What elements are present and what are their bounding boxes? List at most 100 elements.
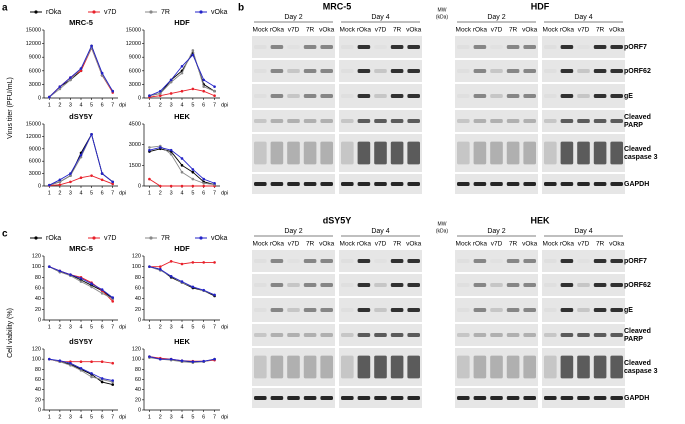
legend-marker [34, 10, 38, 14]
lane-label: 7R [306, 241, 315, 248]
blot-band [506, 141, 520, 165]
blot-band [407, 141, 420, 165]
x-axis-label: dpi [221, 414, 228, 420]
blot-band [303, 333, 317, 337]
y-axis-label: Cell viability (%) [7, 308, 14, 358]
y-tick-label: 100 [132, 264, 141, 270]
marker [191, 49, 195, 52]
y-tick-label: 0 [38, 407, 41, 413]
blot-band [270, 396, 284, 400]
blot-background [455, 298, 538, 322]
row-label: PARP [624, 336, 643, 343]
y-tick-label: 60 [35, 285, 41, 291]
marker [90, 282, 93, 286]
panel-label: b [238, 3, 244, 14]
y-tick-label: 0 [38, 183, 41, 189]
marker [111, 180, 115, 184]
blot-band [610, 182, 623, 186]
marker [169, 148, 173, 152]
blot-band [287, 333, 300, 337]
marker [79, 280, 83, 283]
marker [69, 172, 72, 175]
marker [213, 261, 216, 264]
legend-label: v7D [104, 9, 116, 16]
marker [169, 80, 173, 84]
blot-band [506, 283, 520, 287]
marker [111, 296, 115, 299]
y-tick-label: 40 [135, 296, 141, 302]
blot-band [610, 333, 623, 337]
blot-band [523, 308, 536, 312]
y-tick-label: 6000 [129, 68, 141, 74]
blot-band [303, 259, 317, 263]
blot-band [593, 69, 607, 73]
blot-band [544, 182, 557, 186]
blot-band [506, 355, 520, 379]
marker [90, 285, 93, 289]
blot-band [270, 94, 284, 98]
mw-label: MW [438, 7, 447, 13]
row-label: Cleaved [624, 114, 651, 121]
marker [148, 265, 151, 268]
marker [90, 375, 93, 379]
blot-band [254, 69, 267, 73]
marker [213, 293, 216, 297]
legend-label: vOka [211, 9, 227, 16]
marker [47, 265, 51, 268]
marker [79, 67, 83, 70]
y-tick-label: 40 [35, 387, 41, 393]
marker [158, 146, 162, 149]
blot-band [560, 308, 574, 312]
marker [148, 177, 151, 181]
marker [202, 89, 206, 93]
legend-marker [92, 236, 96, 240]
blot-band [473, 182, 487, 186]
blot-band [577, 396, 590, 400]
blot-band [610, 69, 623, 73]
x-tick-label: 7 [213, 102, 216, 108]
x-axis-label: dpi [221, 102, 228, 108]
blot-band [357, 69, 371, 73]
row-label: GAPDH [624, 181, 649, 188]
blot-band [473, 355, 487, 379]
x-tick-label: 4 [79, 102, 82, 108]
blot-band [374, 396, 387, 400]
lane-label: rOka [560, 27, 574, 34]
blot-band [544, 259, 557, 263]
x-tick-label: 6 [202, 190, 205, 196]
marker [191, 177, 195, 181]
lane-label: Mock [456, 241, 472, 248]
marker [69, 174, 72, 177]
blot-band [254, 355, 267, 379]
day-label: Day 4 [574, 14, 592, 21]
lane-label: Mock [340, 241, 356, 248]
y-tick-label: 12000 [26, 134, 41, 140]
lane-label: v7D [375, 27, 387, 34]
blot-band [254, 259, 267, 263]
blot-band [490, 94, 503, 98]
blot-band [390, 355, 404, 379]
x-tick-label: 7 [213, 414, 216, 420]
y-tick-label: 20 [135, 307, 141, 313]
blot-band [303, 182, 317, 186]
marker [180, 89, 184, 93]
blot-background [252, 324, 335, 346]
blot-band [457, 259, 470, 263]
marker [202, 261, 206, 264]
blot-band [593, 355, 607, 379]
blot-band [303, 119, 317, 123]
y-tick-label: 12000 [26, 41, 41, 47]
blot-band [457, 94, 470, 98]
y-tick-label: 0 [38, 95, 41, 101]
blot-band [473, 259, 487, 263]
blot-band [457, 141, 470, 165]
x-tick-label: 7 [111, 324, 114, 330]
marker [148, 94, 151, 98]
blot-band [254, 182, 267, 186]
marker [111, 379, 115, 382]
marker [100, 288, 104, 291]
chart-title: MRC-5 [69, 244, 93, 253]
blot-band [577, 333, 590, 337]
blot-band [341, 396, 354, 400]
x-tick-label: 7 [111, 414, 114, 420]
